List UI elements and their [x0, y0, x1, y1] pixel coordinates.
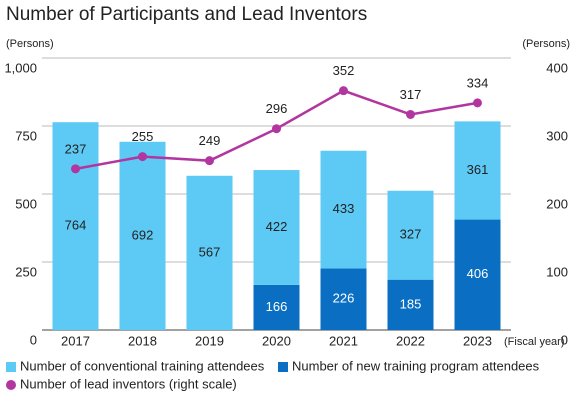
bar: [387, 279, 434, 330]
y-tick-label: 500: [15, 196, 37, 211]
line-value-label: 334: [467, 75, 489, 90]
bar: [253, 284, 300, 330]
value-label: 185: [400, 296, 422, 311]
x-tick-label: 2018: [128, 333, 157, 348]
legend-label: Number of conventional training attendee…: [20, 358, 265, 373]
value-label: 567: [199, 244, 221, 259]
line-point: [406, 109, 415, 119]
value-label: 361: [467, 162, 489, 177]
line-value-label: 255: [132, 129, 154, 144]
value-label: 166: [266, 299, 288, 314]
chart-title: Number of Participants and Lead Inventor…: [6, 4, 367, 25]
x-tick-label: 2023: [463, 333, 492, 348]
line-value-label: 249: [199, 133, 221, 148]
y2-tick-label: 0: [561, 332, 568, 347]
y2-tick-label: 200: [546, 196, 568, 211]
value-label: 764: [65, 218, 87, 233]
bar: [454, 219, 501, 330]
legend-label: Number of new training program attendees: [292, 358, 540, 373]
value-label: 433: [333, 201, 355, 216]
y-axis-label: (Persons): [6, 38, 54, 50]
x-tick-label: 2019: [195, 333, 224, 348]
bar: [186, 175, 233, 330]
line-value-label: 237: [65, 141, 87, 156]
y-tick-label: 0: [30, 332, 37, 347]
line-value-label: 317: [400, 87, 422, 102]
line-point: [205, 156, 214, 166]
x-axis-label: (Fiscal year): [504, 336, 565, 348]
bar: [454, 121, 501, 220]
line-value-label: 352: [333, 63, 355, 78]
value-label: 406: [467, 266, 489, 281]
value-label: 327: [400, 227, 422, 242]
y2-tick-label: 100: [546, 264, 568, 279]
y2-tick-label: 300: [546, 128, 568, 143]
bar: [387, 190, 434, 280]
line-point: [71, 164, 80, 174]
value-label: 422: [266, 219, 288, 234]
bar: [253, 170, 300, 285]
x-tick-label: 2017: [61, 333, 90, 348]
line-point: [272, 124, 281, 134]
y-tick-label: 250: [15, 264, 37, 279]
value-label: 226: [333, 291, 355, 306]
x-tick-label: 2022: [396, 333, 425, 348]
legend-swatch: [278, 362, 288, 372]
legend-label: Number of lead inventors (right scale): [20, 376, 237, 391]
line-point: [473, 98, 482, 108]
bar: [320, 150, 367, 269]
y2-tick-label: 400: [546, 60, 568, 75]
line-point: [138, 152, 147, 162]
y-tick-label: 1,000: [4, 60, 37, 75]
bar: [119, 141, 166, 330]
x-tick-label: 2020: [262, 333, 291, 348]
x-tick-label: 2021: [329, 333, 358, 348]
legend-swatch: [6, 362, 16, 372]
bar: [52, 122, 99, 330]
y2-axis-label: (Persons): [522, 38, 570, 50]
value-label: 692: [132, 227, 154, 242]
y-tick-label: 750: [15, 128, 37, 143]
line-point: [339, 86, 348, 96]
bar: [320, 268, 367, 330]
legend-swatch: [6, 380, 16, 390]
line-value-label: 296: [266, 101, 288, 116]
